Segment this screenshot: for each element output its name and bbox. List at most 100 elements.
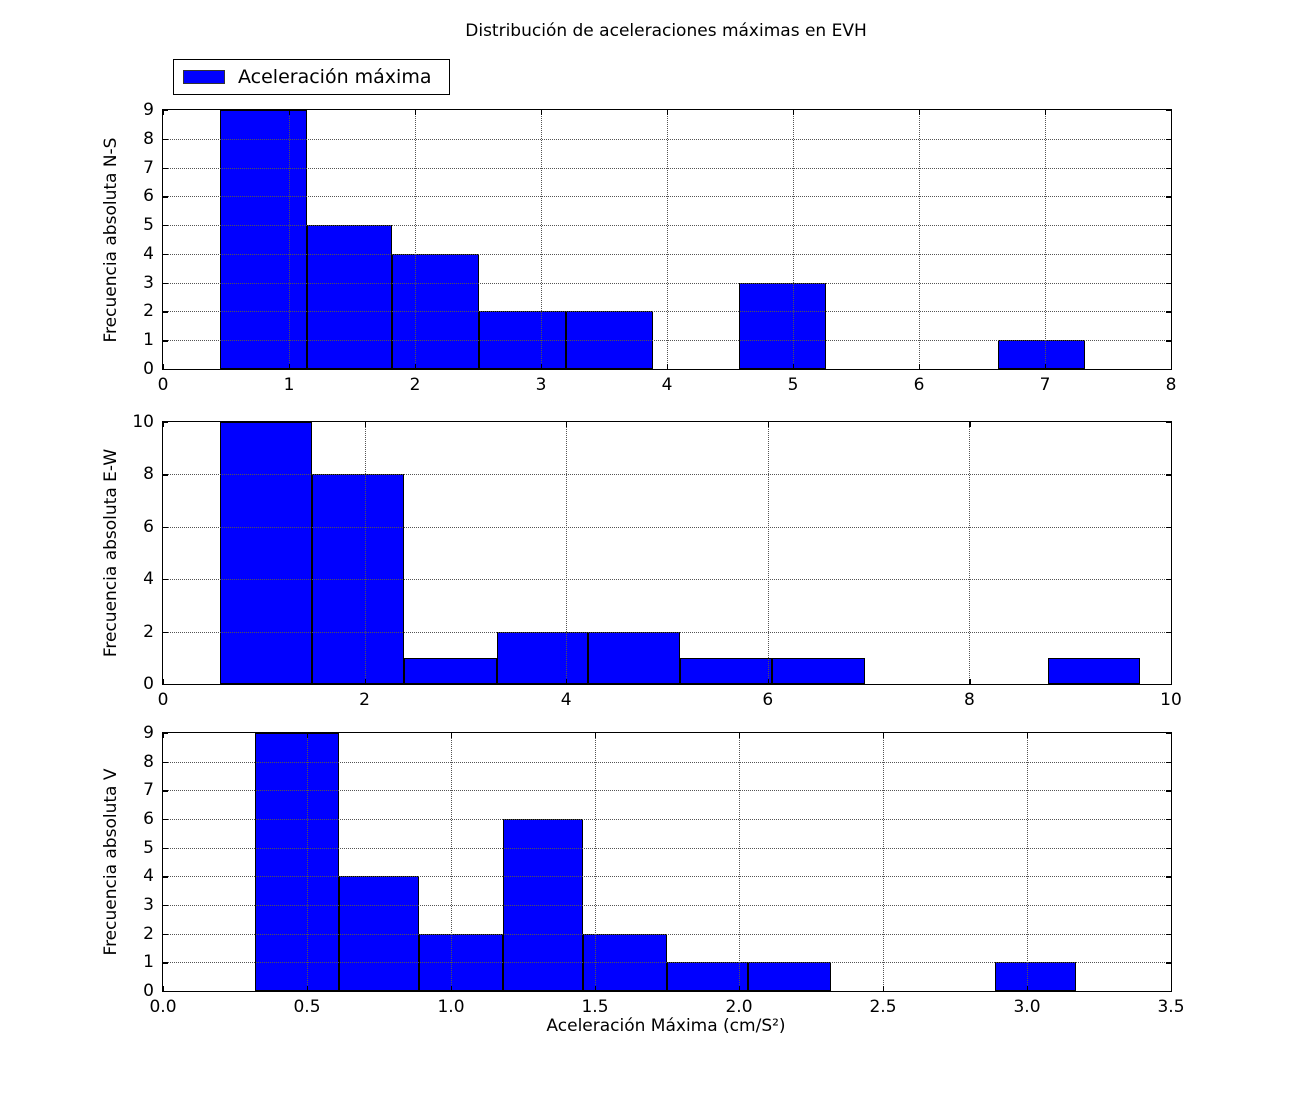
histogram-bar (747, 962, 832, 991)
x-tick-label: 1 (283, 375, 295, 395)
x-tick (919, 110, 921, 115)
histogram-bar (219, 110, 307, 369)
y-tick-label: 8 (143, 751, 154, 772)
y-tick (163, 340, 168, 342)
gridline-vertical (667, 110, 668, 369)
x-tick (1027, 733, 1029, 738)
histogram-bar (667, 962, 748, 991)
x-tick (364, 679, 366, 684)
x-tick (1045, 110, 1047, 115)
x-tick (969, 422, 971, 427)
gridline-vertical (739, 733, 740, 991)
y-tick-label: 9 (143, 723, 154, 743)
y-tick (163, 138, 168, 141)
x-tick-label: 0 (157, 375, 169, 395)
histogram-bar (220, 422, 313, 684)
y-tick (163, 819, 168, 821)
y-tick (163, 991, 168, 993)
y-tick-label: 2 (143, 301, 154, 322)
y-tick-label: 7 (143, 157, 154, 178)
x-tick (883, 986, 885, 991)
y-tick-label: 3 (143, 895, 154, 915)
x-tick (415, 364, 417, 369)
y-tick (1166, 253, 1171, 256)
y-tick-label: 1 (143, 330, 154, 351)
x-tick (163, 364, 165, 369)
y-tick (1166, 733, 1171, 735)
x-tick-label: 2.0 (725, 997, 753, 1017)
x-tick-label: 2.5 (869, 997, 897, 1017)
x-tick (1027, 986, 1029, 991)
x-tick-label: 7 (1039, 375, 1051, 395)
x-tick-label: 8 (1165, 375, 1177, 395)
y-tick (163, 110, 168, 112)
histogram-bar (738, 282, 826, 369)
histogram-bar (479, 311, 567, 369)
y-tick-label: 0 (143, 674, 154, 694)
x-tick-label: 3.0 (1013, 997, 1041, 1017)
y-tick-label: 3 (143, 272, 154, 293)
x-tick (1045, 364, 1047, 369)
y-tick-label: 2 (143, 923, 154, 944)
y-tick-label: 8 (143, 128, 154, 149)
x-tick (969, 679, 971, 684)
histogram-bar (680, 657, 772, 684)
x-tick (739, 733, 741, 738)
y-tick (163, 962, 168, 964)
y-tick (163, 474, 168, 476)
y-tick (1166, 819, 1171, 821)
x-tick (307, 733, 309, 738)
y-tick (1166, 933, 1171, 935)
y-tick-label: 0 (143, 981, 154, 1001)
gridline-horizontal (163, 196, 1171, 198)
y-tick (163, 253, 168, 256)
histogram-bar (1048, 657, 1140, 684)
x-tick (1171, 986, 1173, 991)
x-tick-label: 3.5 (1157, 997, 1185, 1017)
y-tick (163, 422, 168, 424)
histogram-bar (566, 311, 654, 369)
x-tick-label: 10 (1160, 690, 1182, 710)
x-tick (667, 364, 669, 369)
y-axis-label-ew: Frecuencia absoluta E-W (101, 448, 121, 658)
x-tick-label: 2 (359, 690, 371, 710)
gridline-vertical (883, 733, 884, 991)
gridline-horizontal (163, 138, 1171, 140)
y-tick (1166, 422, 1171, 424)
x-tick (289, 364, 291, 369)
x-tick (1171, 422, 1173, 427)
y-tick (163, 876, 168, 878)
figure-title: Distribución de aceleraciones máximas en… (465, 21, 867, 41)
x-tick-label: 2 (409, 375, 421, 395)
x-tick (793, 110, 795, 115)
y-tick (1166, 684, 1171, 686)
histogram-bar (338, 876, 420, 991)
x-tick (415, 110, 417, 115)
x-tick-label: 3 (535, 375, 547, 395)
y-tick (163, 282, 168, 284)
y-tick (163, 526, 168, 529)
y-tick-label: 5 (143, 837, 154, 858)
x-tick (289, 110, 291, 115)
x-tick (307, 986, 309, 991)
y-tick (1166, 340, 1171, 342)
x-tick (163, 679, 165, 684)
y-tick (163, 579, 168, 581)
histogram-bar (419, 933, 503, 991)
x-tick (1171, 110, 1173, 115)
y-tick (1166, 790, 1171, 792)
histogram-bar (995, 962, 1076, 991)
y-tick (1166, 526, 1171, 529)
x-tick (1171, 679, 1173, 684)
x-tick (163, 986, 165, 991)
y-tick-label: 0 (143, 359, 154, 379)
y-tick (1166, 110, 1171, 112)
x-tick (163, 733, 165, 738)
x-tick (566, 422, 568, 427)
x-tick (595, 986, 597, 991)
y-tick-label: 1 (143, 952, 154, 973)
y-tick (163, 733, 168, 735)
x-tick (541, 110, 543, 115)
x-tick-label: 4 (661, 375, 673, 395)
y-tick-label: 4 (143, 569, 154, 590)
